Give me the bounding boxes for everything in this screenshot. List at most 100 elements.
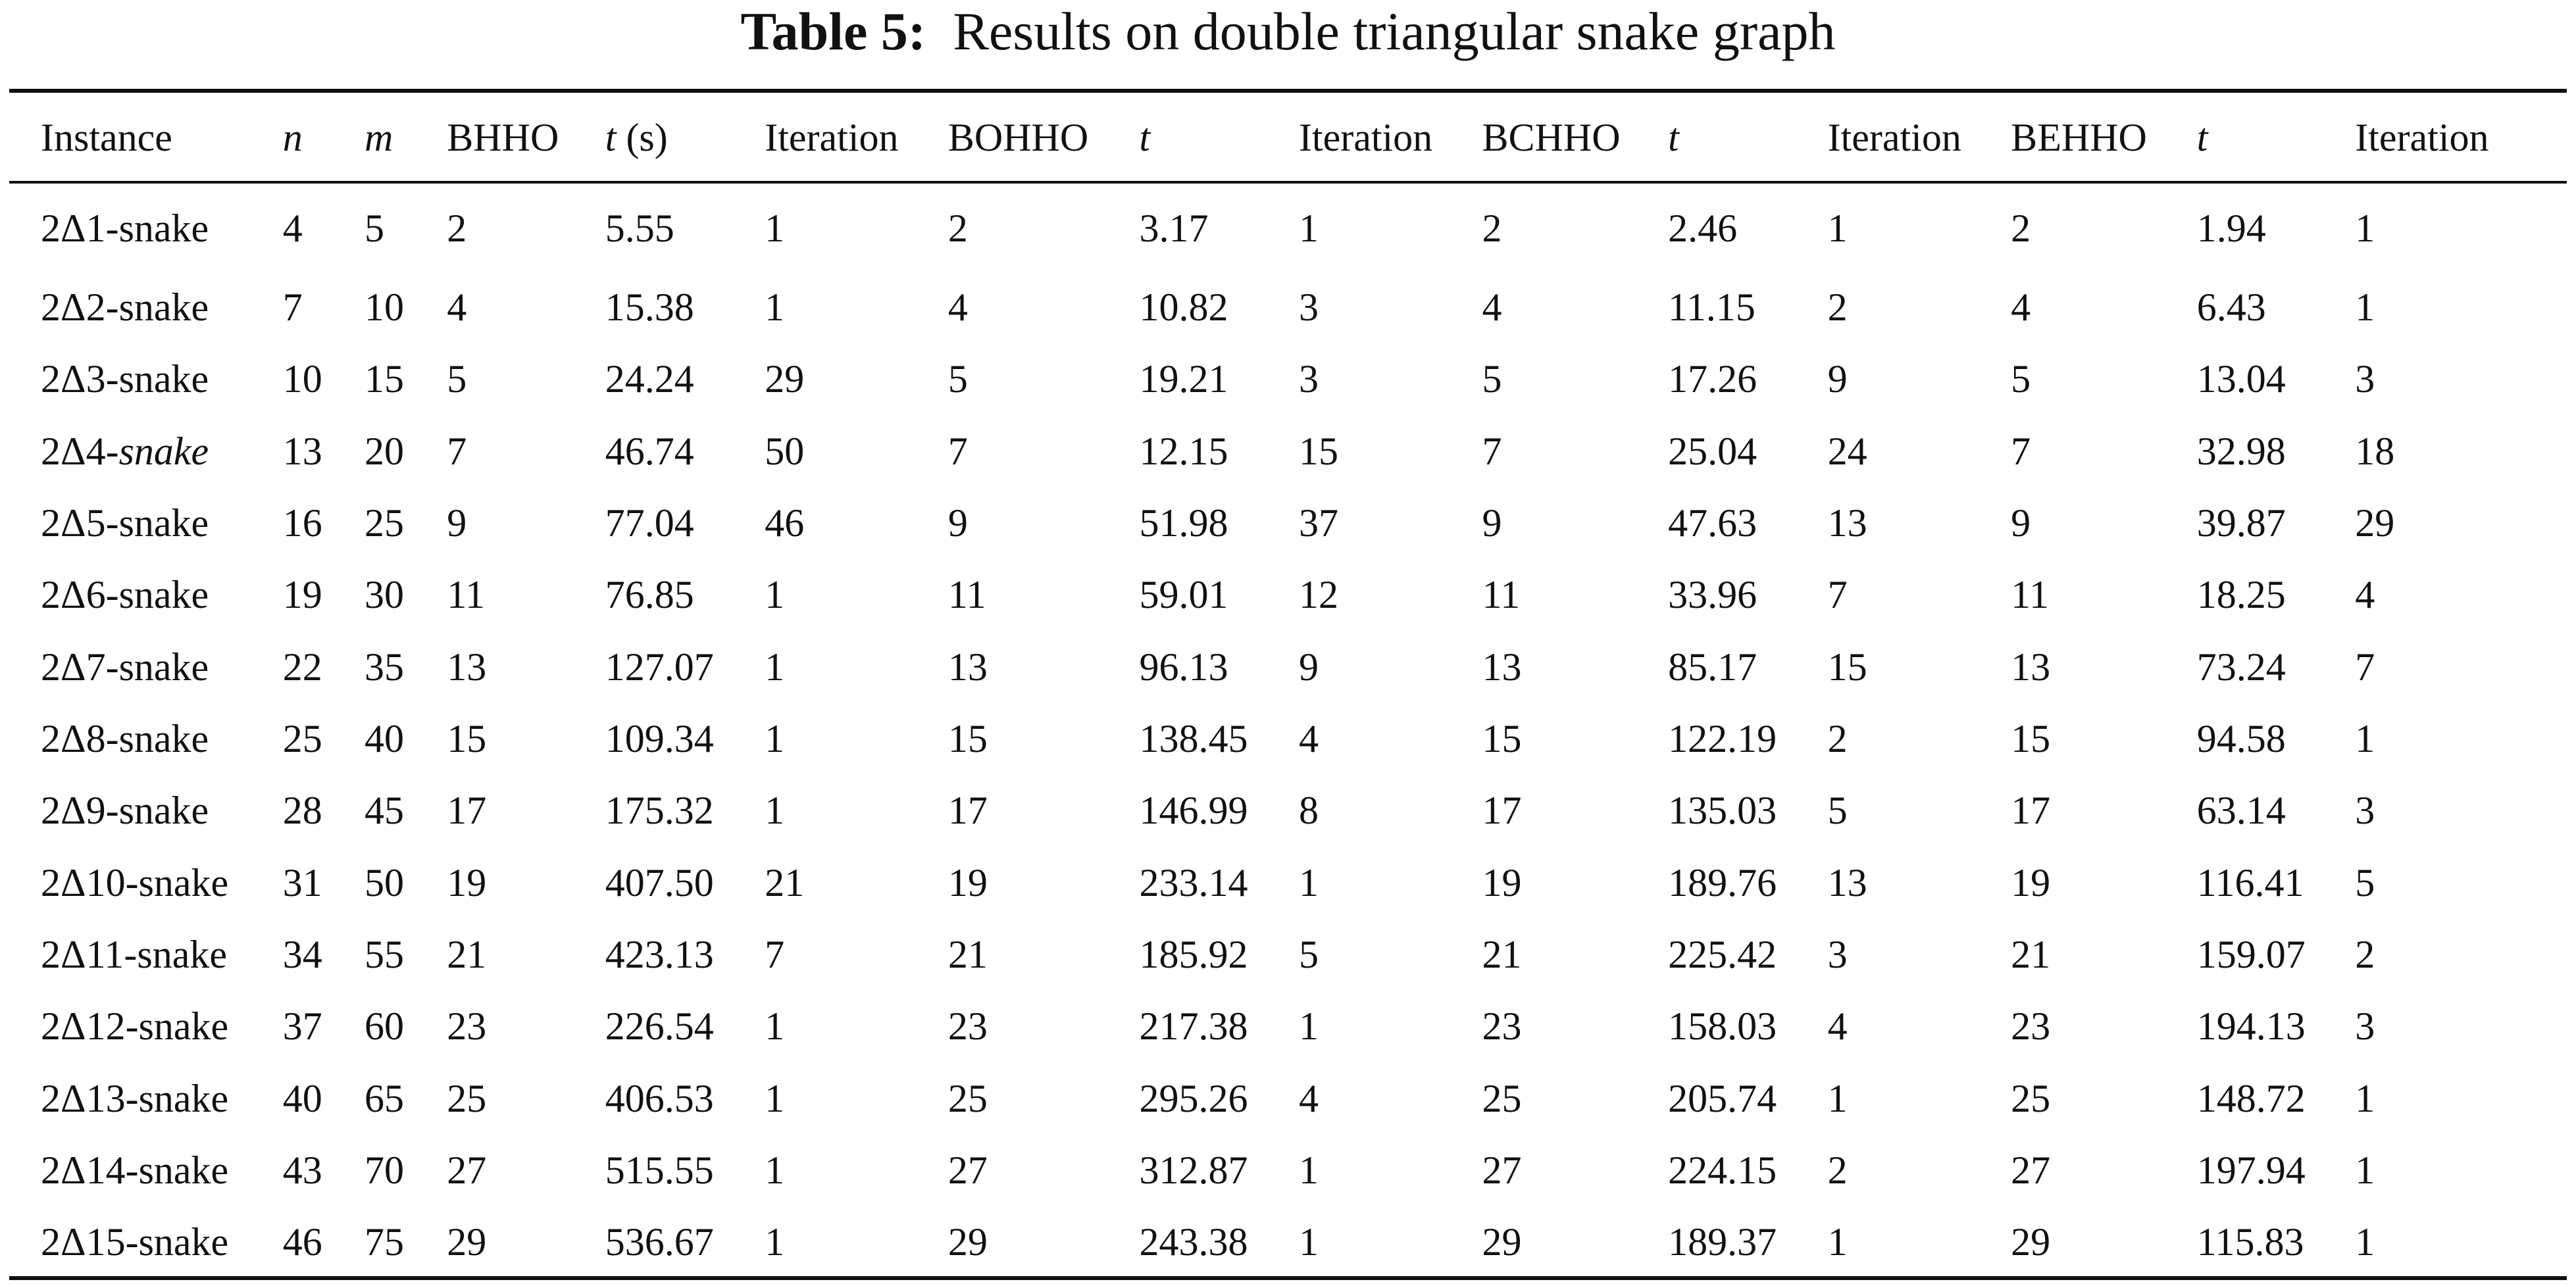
behho-iter-cell: 1 <box>2355 1149 2375 1193</box>
instance-prefix: 2Δ5- <box>41 501 119 545</box>
bchho-cell: 27 <box>1482 1149 1522 1193</box>
bohho-cell: 19 <box>947 860 988 904</box>
instance-prefix: 2Δ6- <box>41 573 119 617</box>
instance-cell: 2Δ5-snake <box>41 487 283 559</box>
instance-prefix: 2Δ15- <box>41 1220 139 1264</box>
behho-t-cell: 13.04 <box>2196 357 2286 401</box>
bohho-iter-cell: 1 <box>1298 1004 1319 1049</box>
column-header-bchho-iter: Iteration <box>1828 93 2011 182</box>
bohho-cell: 29 <box>947 1220 988 1264</box>
bhho-iter-cell: 21 <box>765 860 805 904</box>
bchho-cell: 4 <box>1482 285 1502 330</box>
table-row: 2Δ3-snake 10 15 5 24.24 29 5 19.21 3 5 17.26 9 5 13.0… <box>41 343 2567 415</box>
behho-iter-cell: 3 <box>2355 1004 2375 1049</box>
instance-cell: 2Δ10-snake <box>41 847 283 919</box>
instance-prefix: 2Δ14- <box>41 1149 139 1193</box>
bhho-t-cell: 423.13 <box>605 933 714 977</box>
bohho-t-cell: 146.99 <box>1139 789 1248 833</box>
bchho-cell: 5 <box>1482 357 1502 401</box>
bhho-iter-cell: 1 <box>765 1076 785 1120</box>
bchho-iter-cell: 1 <box>1827 1220 1848 1264</box>
behho-cell: 17 <box>2011 789 2051 833</box>
behho-cell: 4 <box>2011 285 2031 330</box>
bohho-t-cell: 233.14 <box>1139 860 1248 904</box>
instance-suffix: snake <box>138 1220 229 1264</box>
behho-cell: 19 <box>2011 860 2051 904</box>
instance-suffix: snake <box>138 1076 229 1120</box>
behho-cell: 5 <box>2011 357 2031 401</box>
m-cell: 5 <box>365 206 385 250</box>
bchho-cell: 21 <box>1482 933 1522 977</box>
table-row: 2Δ5-snake 16 25 9 77.04 46 9 51.98 37 9 47.63 13 9 39… <box>41 487 2567 559</box>
n-cell: 22 <box>282 645 322 689</box>
bhho-cell: 4 <box>447 285 467 330</box>
bottom-rule <box>9 1276 2567 1280</box>
behho-iter-cell: 1 <box>2355 717 2375 761</box>
instance-prefix: 2Δ4- <box>41 429 119 473</box>
m-cell: 15 <box>365 357 405 401</box>
bchho-t-cell: 158.03 <box>1668 1004 1777 1049</box>
instance-prefix: 2Δ7- <box>41 645 119 689</box>
bhho-iter-cell: 1 <box>765 789 785 833</box>
behho-t-cell: 197.94 <box>2196 1149 2306 1193</box>
behho-iter-cell: 3 <box>2355 357 2375 401</box>
bchho-iter-cell: 7 <box>1827 573 1848 617</box>
instance-suffix: snake <box>118 357 209 401</box>
column-header-label: t <box>2196 115 2208 159</box>
behho-t-cell: 32.98 <box>2196 429 2286 473</box>
bohho-t-cell: 96.13 <box>1139 645 1228 689</box>
bohho-cell: 15 <box>947 717 988 761</box>
column-header-label: n <box>282 115 303 159</box>
bohho-cell: 13 <box>947 645 988 689</box>
n-cell: 37 <box>282 1004 322 1049</box>
bhho-t-cell: 536.67 <box>605 1220 714 1264</box>
bhho-cell: 2 <box>447 206 467 250</box>
table-number: Table 5: <box>740 1 926 61</box>
bhho-t-cell: 407.50 <box>605 860 714 904</box>
bhho-iter-cell: 1 <box>765 1149 785 1193</box>
behho-t-cell: 94.58 <box>2196 717 2286 761</box>
column-header-bchho-t: t <box>1668 93 1828 182</box>
column-header-label: BEHHO <box>2011 115 2147 159</box>
bchho-cell: 11 <box>1482 573 1521 617</box>
bohho-iter-cell: 37 <box>1298 501 1338 545</box>
behho-cell: 15 <box>2011 717 2051 761</box>
instance-cell: 2Δ14-snake <box>41 1135 283 1206</box>
bchho-iter-cell: 15 <box>1827 645 1867 689</box>
bohho-t-cell: 10.82 <box>1139 285 1228 330</box>
behho-iter-cell: 2 <box>2355 933 2375 977</box>
instance-suffix: snake <box>118 573 209 617</box>
n-cell: 10 <box>282 357 322 401</box>
bohho-iter-cell: 1 <box>1298 1220 1319 1264</box>
table-row: 2Δ10-snake 31 50 19 407.50 21 19 233.14 1 19 189.7… <box>41 847 2567 919</box>
bhho-t-cell: 226.54 <box>605 1004 714 1049</box>
n-cell: 16 <box>282 501 322 545</box>
behho-t-cell: 18.25 <box>2196 573 2286 617</box>
behho-t-cell: 159.07 <box>2196 933 2306 977</box>
column-header-bohho-iter: Iteration <box>1299 93 1482 182</box>
instance-prefix: 2Δ9- <box>41 789 119 833</box>
bchho-t-cell: 17.26 <box>1668 357 1757 401</box>
bchho-t-cell: 47.63 <box>1668 501 1757 545</box>
bchho-cell: 13 <box>1482 645 1522 689</box>
instance-cell: 2Δ1-snake <box>41 182 283 272</box>
column-header-bhho: BHHO <box>447 93 605 182</box>
table-row: 2Δ11-snake 34 55 21 423.13 7 21 185.92 5 21 225.42… <box>41 919 2567 991</box>
instance-cell: 2Δ13-snake <box>41 1063 283 1135</box>
behho-t-cell: 116.41 <box>2196 860 2304 904</box>
bohho-iter-cell: 8 <box>1298 789 1319 833</box>
m-cell: 25 <box>365 501 405 545</box>
column-header-bohho-t: t <box>1139 93 1299 182</box>
n-cell: 25 <box>282 717 322 761</box>
bchho-iter-cell: 1 <box>1827 1076 1848 1120</box>
bchho-iter-cell: 5 <box>1827 789 1848 833</box>
column-header-label: t <box>605 115 617 159</box>
bohho-t-cell: 51.98 <box>1139 501 1228 545</box>
n-cell: 19 <box>282 573 322 617</box>
behho-cell: 25 <box>2011 1076 2051 1120</box>
bchho-t-cell: 11.15 <box>1668 285 1755 330</box>
bchho-iter-cell: 13 <box>1827 501 1867 545</box>
m-cell: 55 <box>365 933 405 977</box>
column-header-behho-iter: Iteration <box>2355 93 2567 182</box>
bhho-t-cell: 24.24 <box>605 357 694 401</box>
